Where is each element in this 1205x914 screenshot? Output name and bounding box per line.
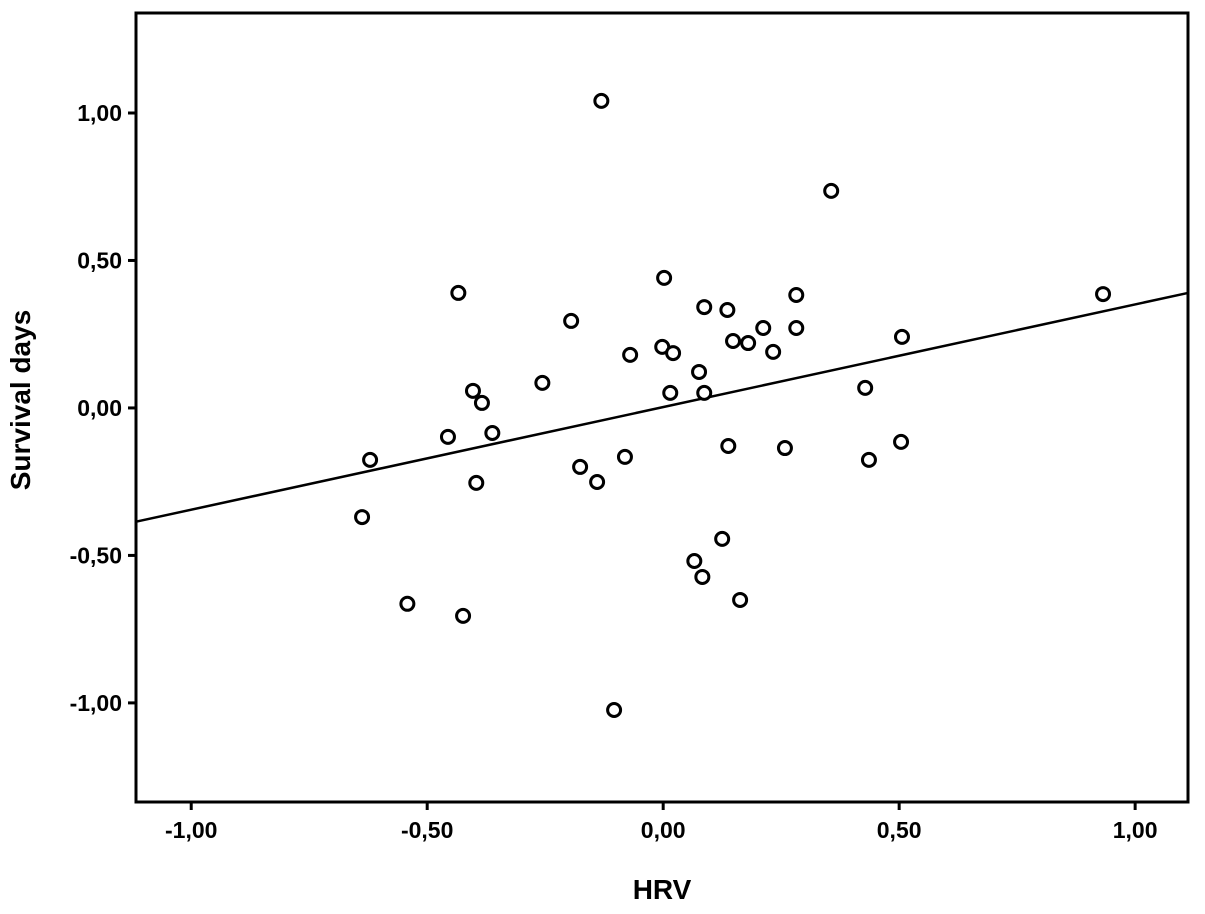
x-axis-title: HRV xyxy=(633,874,692,905)
x-tick-label: 1,00 xyxy=(1113,817,1158,843)
data-point xyxy=(776,440,793,457)
data-point xyxy=(662,384,679,401)
data-point xyxy=(464,382,481,399)
data-point xyxy=(714,530,731,547)
data-point xyxy=(656,269,673,286)
data-point xyxy=(860,451,877,468)
data-point xyxy=(589,473,606,490)
y-tick-label: 0,00 xyxy=(77,395,122,421)
data-point xyxy=(719,302,736,319)
data-point xyxy=(765,343,782,360)
x-tick-label: -1,00 xyxy=(165,817,217,843)
y-tick-label: -1,00 xyxy=(70,690,122,716)
data-point xyxy=(696,299,713,316)
y-axis-ticks: 1,00 0,50 0,00 -0,50 -1,00 xyxy=(70,100,136,716)
data-point xyxy=(450,284,467,301)
data-point xyxy=(696,384,713,401)
regression-line xyxy=(135,291,1189,523)
data-point xyxy=(686,553,703,570)
data-point xyxy=(857,379,874,396)
data-point xyxy=(473,394,490,411)
data-point xyxy=(622,346,639,363)
y-tick-label: 1,00 xyxy=(77,100,122,126)
x-tick-label: 0,50 xyxy=(877,817,922,843)
data-point xyxy=(354,509,371,526)
data-point xyxy=(740,335,757,352)
data-point xyxy=(468,474,485,491)
data-point xyxy=(484,425,501,442)
data-point xyxy=(534,374,551,391)
data-point xyxy=(823,182,840,199)
x-axis-ticks: -1,00 -0,50 0,00 0,50 1,00 xyxy=(165,802,1158,843)
data-point xyxy=(572,458,589,475)
data-point xyxy=(755,320,772,337)
data-point xyxy=(399,595,416,612)
data-point xyxy=(732,591,749,608)
data-point xyxy=(694,568,711,585)
data-point xyxy=(691,363,708,380)
data-point xyxy=(788,320,805,337)
data-point xyxy=(1095,286,1112,303)
x-tick-label: -0,50 xyxy=(401,817,453,843)
regression-line-group xyxy=(135,291,1189,523)
data-point xyxy=(593,92,610,109)
data-point xyxy=(563,312,580,329)
data-point xyxy=(455,607,472,624)
data-point xyxy=(788,286,805,303)
y-axis-title: Survival days xyxy=(5,310,36,491)
data-point xyxy=(362,451,379,468)
data-point xyxy=(893,328,910,345)
data-point xyxy=(725,332,742,349)
data-point xyxy=(439,428,456,445)
data-point xyxy=(665,345,682,362)
y-tick-label: -0,50 xyxy=(70,542,122,568)
data-point xyxy=(616,448,633,465)
x-tick-label: 0,00 xyxy=(641,817,686,843)
data-point xyxy=(720,437,737,454)
data-point xyxy=(893,433,910,450)
y-tick-label: 0,50 xyxy=(77,247,122,273)
data-points xyxy=(354,92,1112,718)
data-point xyxy=(606,701,623,718)
